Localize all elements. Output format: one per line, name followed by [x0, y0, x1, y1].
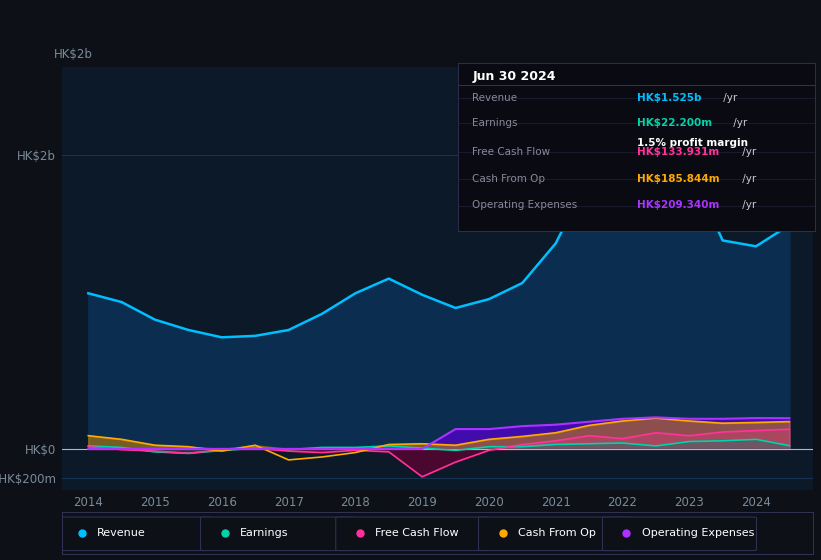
Text: Revenue: Revenue — [97, 529, 145, 538]
Text: HK$22.200m: HK$22.200m — [637, 118, 712, 128]
Text: /yr: /yr — [739, 200, 756, 211]
Text: Free Cash Flow: Free Cash Flow — [375, 529, 458, 538]
Text: Operating Expenses: Operating Expenses — [641, 529, 754, 538]
Text: /yr: /yr — [730, 118, 747, 128]
FancyBboxPatch shape — [603, 517, 756, 550]
FancyBboxPatch shape — [200, 517, 355, 550]
Text: Free Cash Flow: Free Cash Flow — [472, 147, 551, 157]
Text: HK$185.844m: HK$185.844m — [637, 174, 719, 184]
Text: /yr: /yr — [720, 93, 737, 103]
Text: Cash From Op: Cash From Op — [517, 529, 595, 538]
Text: Cash From Op: Cash From Op — [472, 174, 545, 184]
Text: HK$209.340m: HK$209.340m — [637, 200, 719, 211]
FancyBboxPatch shape — [479, 517, 632, 550]
Text: /yr: /yr — [739, 147, 756, 157]
Text: Earnings: Earnings — [472, 118, 518, 128]
Text: Jun 30 2024: Jun 30 2024 — [472, 71, 556, 83]
Text: HK$133.931m: HK$133.931m — [637, 147, 719, 157]
Text: 1.5% profit margin: 1.5% profit margin — [637, 138, 748, 148]
Text: HK$1.525b: HK$1.525b — [637, 93, 701, 103]
FancyBboxPatch shape — [336, 517, 490, 550]
Text: Revenue: Revenue — [472, 93, 517, 103]
Text: /yr: /yr — [739, 174, 756, 184]
Text: Operating Expenses: Operating Expenses — [472, 200, 578, 211]
FancyBboxPatch shape — [57, 517, 212, 550]
Text: HK$2b: HK$2b — [54, 48, 93, 61]
Text: Earnings: Earnings — [240, 529, 288, 538]
